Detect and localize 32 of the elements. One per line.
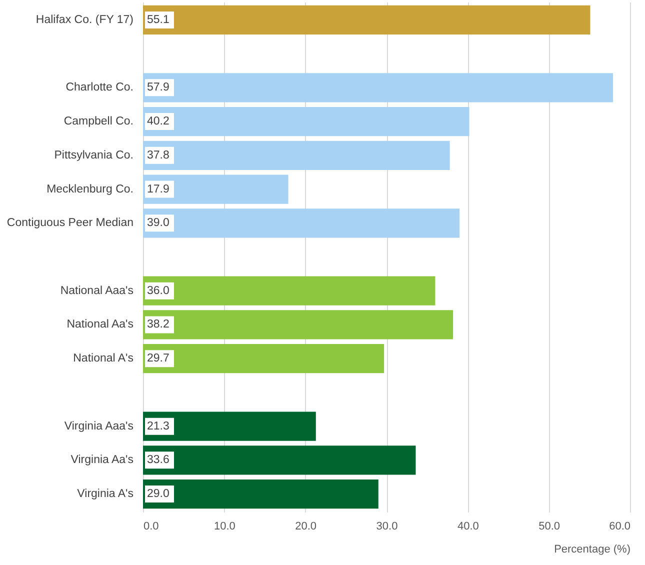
y-tick-label: Virginia Aaa's bbox=[64, 420, 134, 432]
y-tick-label: Charlotte Co. bbox=[66, 82, 134, 94]
y-tick-label: Campbell Co. bbox=[64, 116, 134, 128]
data-label: 57.9 bbox=[147, 82, 170, 94]
x-tick-label: 40.0 bbox=[457, 520, 479, 532]
x-tick-label: 10.0 bbox=[214, 520, 236, 532]
data-label: 55.1 bbox=[147, 14, 170, 26]
x-tick-label: 60.0 bbox=[609, 520, 630, 532]
data-label: 33.6 bbox=[147, 454, 170, 466]
data-label: 39.0 bbox=[147, 217, 170, 230]
y-tick-label: Halifax Co. (FY 17) bbox=[36, 14, 134, 26]
data-label: 29.0 bbox=[147, 488, 170, 500]
y-tick-label: Virginia Aa's bbox=[70, 454, 134, 466]
y-tick-label: Pittsylvania Co. bbox=[54, 149, 134, 162]
y-tick-label: National Aaa's bbox=[60, 284, 134, 297]
data-label: 37.8 bbox=[147, 149, 170, 162]
y-tick-label: Virginia A's bbox=[77, 488, 134, 500]
y-tick-label: Mecklenburg Co. bbox=[46, 183, 134, 196]
data-label: 29.7 bbox=[147, 352, 170, 365]
x-tick-label: 50.0 bbox=[538, 520, 560, 532]
data-label: 36.0 bbox=[147, 284, 170, 297]
data-label: 17.9 bbox=[147, 183, 170, 196]
x-axis-title: Percentage (%) bbox=[554, 544, 630, 556]
y-tick-label: National Aa's bbox=[66, 318, 134, 331]
y-tick-label: Contiguous Peer Median bbox=[6, 217, 134, 230]
x-tick-label: 0.0 bbox=[144, 520, 159, 532]
x-tick-label: 20.0 bbox=[295, 520, 317, 532]
data-label: 40.2 bbox=[147, 116, 170, 128]
x-tick-label: 30.0 bbox=[376, 520, 398, 532]
data-label: 21.3 bbox=[147, 420, 170, 432]
y-tick-label: National A's bbox=[73, 352, 134, 365]
data-label: 38.2 bbox=[147, 318, 170, 331]
